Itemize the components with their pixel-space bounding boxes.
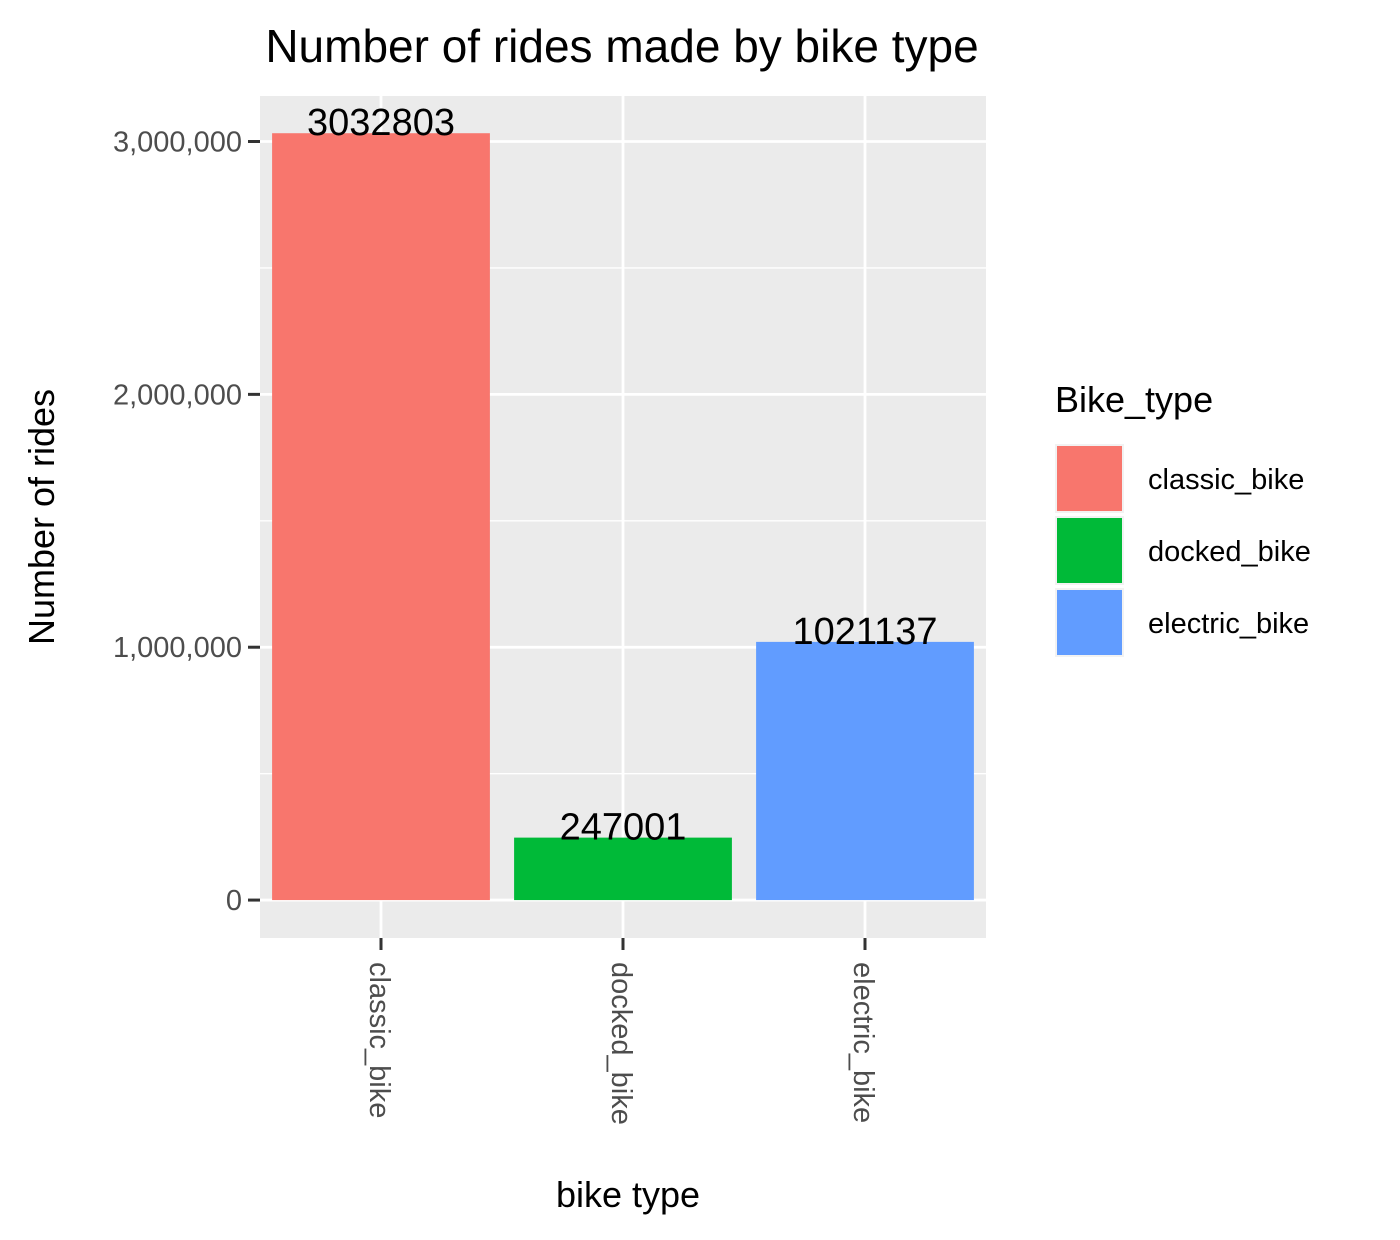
legend-swatch [1057, 446, 1122, 511]
x-tick-label: docked_bike [605, 962, 637, 1125]
legend: Bike_type classic_bike docked_bikeelectri… [1055, 379, 1311, 657]
bar-electric-bike [756, 641, 974, 901]
y-tick-label: 3,000,000 [113, 127, 242, 159]
bar-value-label: 1021137 [792, 611, 937, 653]
bar-classic-bike [272, 133, 490, 901]
bar-value-labels: 3032803 247001 1021137 [307, 102, 938, 848]
chart-title: Number of rides made by bike type [265, 20, 978, 72]
legend-swatch [1057, 590, 1122, 655]
y-tick-label: 0 [226, 885, 242, 917]
y-tick-label: 1,000,000 [113, 632, 242, 664]
y-tick-label: 2,000,000 [113, 379, 242, 411]
x-axis: classic_bike docked_bike electric_bike [363, 938, 879, 1125]
bar-docked-bike [514, 837, 732, 901]
legend-label: electric_bike [1148, 608, 1309, 640]
legend-swatch [1057, 518, 1122, 583]
bar-value-label: 247001 [560, 807, 687, 849]
bars [272, 133, 974, 901]
x-tick-label: classic_bike [363, 962, 395, 1118]
bar-value-label: 3032803 [307, 102, 455, 144]
legend-title: Bike_type [1055, 379, 1213, 420]
legend-items: classic_bike docked_bike electric_bike [1055, 444, 1311, 657]
y-axis-title: Number of rides [21, 389, 62, 645]
legend-label: classic_bike [1148, 464, 1304, 496]
x-axis-title: bike type [556, 1174, 700, 1215]
x-tick-label: electric_bike [847, 962, 879, 1123]
legend-label: docked_bike [1148, 536, 1311, 568]
y-axis: 0 1,000,000 2,000,000 3,000,000 [113, 127, 260, 917]
